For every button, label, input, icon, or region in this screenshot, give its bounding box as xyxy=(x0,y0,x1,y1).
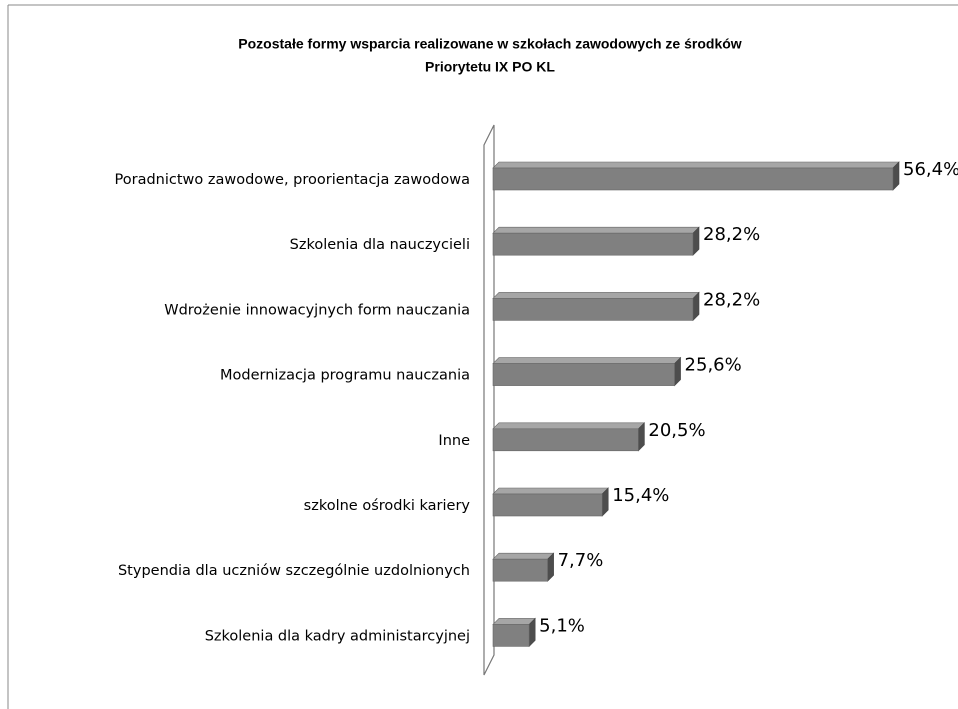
category-label: Wdrożenie innowacyjnych form nauczania xyxy=(164,302,470,318)
category-label: Stypendia dla uczniów szczególnie uzdoln… xyxy=(118,563,470,579)
bar xyxy=(492,624,530,647)
category-label: Modernizacja programu nauczania xyxy=(220,368,470,384)
chart-title: Priorytetu IX PO KL xyxy=(425,59,555,75)
value-label: 56,4% xyxy=(903,159,958,180)
category-label: Szkolenia dla nauczycieli xyxy=(290,237,470,253)
bar-top xyxy=(492,552,555,560)
bar-top xyxy=(492,487,609,495)
bar xyxy=(492,558,548,582)
bar xyxy=(492,298,694,321)
bar xyxy=(492,167,894,191)
back-wall xyxy=(483,124,495,676)
chart-title: Pozostałe formy wsparcia realizowane w s… xyxy=(238,36,741,52)
category-label: Szkolenia dla kadry administarcyjnej xyxy=(205,628,470,644)
bar-top xyxy=(492,618,536,625)
category-label: szkolne ośrodki kariery xyxy=(304,498,471,514)
bar-top xyxy=(492,357,682,364)
bar-top xyxy=(492,226,700,234)
bar xyxy=(492,232,694,256)
value-label: 25,6% xyxy=(685,355,742,376)
bar-top xyxy=(492,422,646,430)
value-label: 28,2% xyxy=(703,289,760,310)
bar-top xyxy=(492,161,900,169)
category-label: Inne xyxy=(438,433,470,449)
value-label: 28,2% xyxy=(703,224,760,245)
value-label: 15,4% xyxy=(612,485,669,506)
value-label: 20,5% xyxy=(648,420,705,441)
bar xyxy=(492,363,675,386)
value-label: 5,1% xyxy=(539,615,585,636)
bar-top xyxy=(492,292,700,299)
bar xyxy=(492,493,603,517)
bar xyxy=(492,428,639,452)
category-label: Poradnictwo zawodowe, proorientacja zawo… xyxy=(115,172,470,188)
value-label: 7,7% xyxy=(558,550,604,571)
